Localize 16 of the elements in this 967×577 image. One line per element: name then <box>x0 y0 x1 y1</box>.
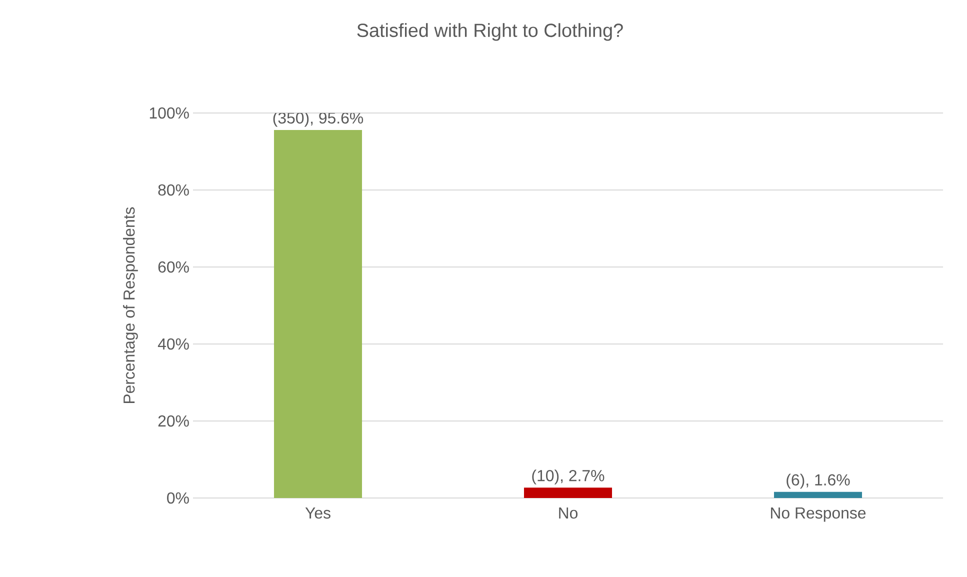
bar <box>774 492 862 498</box>
bar <box>524 488 612 498</box>
y-tick-label: 0% <box>167 492 189 504</box>
bar <box>274 130 362 498</box>
data-label: (10), 2.7% <box>532 470 604 484</box>
data-label: (6), 1.6% <box>786 474 850 489</box>
y-tick-label: 20% <box>158 415 189 427</box>
y-tick-label: 60% <box>158 261 189 273</box>
y-tick-label: 80% <box>158 184 189 196</box>
y-axis-title: Percentage of Respondents <box>123 207 138 403</box>
x-tick-label: Yes <box>305 507 330 519</box>
x-tick-label: No <box>559 507 578 519</box>
y-tick-label: 100% <box>150 107 189 119</box>
y-tick-label: 40% <box>158 338 189 350</box>
chart-title: Satisfied with Right to Clothing? <box>357 23 623 41</box>
x-tick-label: No Response <box>771 507 866 522</box>
